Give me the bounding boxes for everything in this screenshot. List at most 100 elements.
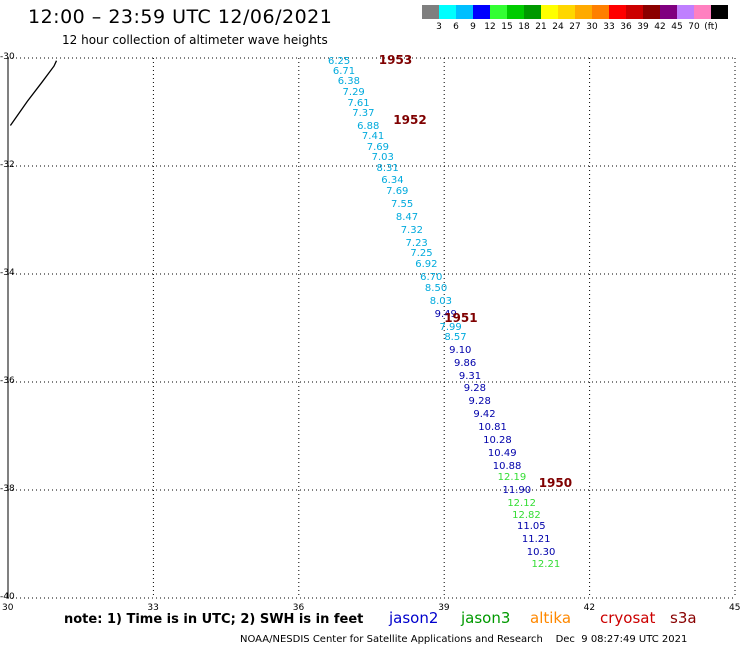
legend-swatch bbox=[507, 5, 524, 19]
legend-label: 30 bbox=[586, 22, 598, 32]
page-title: 12:00 – 23:59 UTC 12/06/2021 bbox=[28, 6, 333, 28]
latitude-label: -38 bbox=[0, 484, 15, 494]
footer-note: note: 1) Time is in UTC; 2) SWH is in fe… bbox=[64, 612, 364, 627]
legend-swatch bbox=[711, 5, 728, 19]
legend-swatch bbox=[439, 5, 456, 19]
legend-label: (ft) bbox=[704, 22, 718, 32]
legend-swatch bbox=[422, 5, 439, 19]
wave-height-label: 9.31 bbox=[458, 370, 482, 382]
legend-swatch bbox=[592, 5, 609, 19]
wave-height-label: 6.71 bbox=[332, 65, 356, 77]
wave-height-label: 12.19 bbox=[497, 472, 527, 484]
longitude-label: 45 bbox=[729, 603, 740, 613]
legend-swatch bbox=[473, 5, 490, 19]
wave-height-label: 12.21 bbox=[531, 558, 561, 570]
wave-height-label: 9.28 bbox=[463, 383, 486, 395]
legend-swatch bbox=[609, 5, 626, 19]
longitude-label: 30 bbox=[2, 603, 14, 613]
wave-height-label: 7.23 bbox=[405, 237, 428, 249]
legend-label: 12 bbox=[484, 22, 496, 32]
legend-label: 21 bbox=[535, 22, 547, 32]
legend-label: 36 bbox=[620, 22, 632, 32]
coastline bbox=[9, 60, 58, 126]
legend-swatch bbox=[626, 5, 643, 19]
wave-height-label: 7.99 bbox=[439, 321, 462, 333]
wave-height-label: 7.25 bbox=[410, 247, 433, 259]
latitude-label: -32 bbox=[0, 160, 15, 170]
wave-height-label: 7.32 bbox=[400, 224, 423, 236]
legend-label: 15 bbox=[501, 22, 513, 32]
wave-height-label: 8.50 bbox=[424, 283, 448, 295]
satellite-name: cryosat bbox=[600, 609, 656, 627]
wave-height-label: 11.05 bbox=[517, 521, 546, 533]
legend-swatch bbox=[490, 5, 507, 19]
wave-height-label: 7.61 bbox=[347, 97, 370, 109]
longitude-label: 42 bbox=[583, 603, 596, 613]
credit-line: NOAA/NESDIS Center for Satellite Applica… bbox=[240, 634, 688, 645]
wave-height-label: 11.90 bbox=[502, 485, 532, 496]
wave-height-label: 9.42 bbox=[473, 409, 496, 421]
legend-swatch bbox=[524, 5, 541, 19]
wave-height-label: 7.41 bbox=[361, 131, 385, 143]
legend-label: 70 bbox=[688, 22, 700, 32]
time-label: 1951 bbox=[444, 311, 478, 326]
satellite-name: jason2 bbox=[389, 609, 439, 627]
time-label: 1950 bbox=[538, 475, 573, 490]
wave-height-label: 6.34 bbox=[381, 175, 404, 187]
longitude-label: 36 bbox=[292, 603, 305, 613]
wave-height-label: 7.29 bbox=[342, 87, 365, 99]
legend-label: 42 bbox=[654, 22, 666, 32]
latitude-label: -34 bbox=[0, 268, 15, 278]
wave-height-label: 7.69 bbox=[366, 142, 390, 154]
wave-height-label: 8.03 bbox=[429, 296, 453, 307]
wave-height-label: 10.28 bbox=[483, 434, 512, 446]
legend-label: 24 bbox=[552, 22, 564, 32]
wave-height-label: 8.57 bbox=[444, 332, 467, 344]
wave-height-label: 7.69 bbox=[386, 186, 409, 198]
legend-swatch bbox=[677, 5, 694, 19]
wave-height-label: 10.49 bbox=[487, 447, 517, 459]
longitude-label: 33 bbox=[147, 603, 159, 613]
wave-height-label: 10.88 bbox=[492, 460, 522, 472]
satellite-name: jason3 bbox=[461, 609, 511, 627]
legend-swatch bbox=[456, 5, 473, 19]
legend-label: 18 bbox=[518, 22, 530, 32]
legend-label: 9 bbox=[470, 22, 476, 32]
wave-height-label: 10.81 bbox=[478, 422, 507, 434]
wave-height-label: 6.38 bbox=[337, 76, 360, 88]
wave-height-label: 9.10 bbox=[449, 345, 472, 357]
wave-height-label: 12.12 bbox=[507, 497, 536, 509]
wave-height-label: 11.21 bbox=[521, 534, 551, 546]
legend-swatch bbox=[643, 5, 660, 19]
wave-height-label: 7.55 bbox=[391, 199, 414, 211]
wave-height-label: 6.25 bbox=[327, 55, 351, 67]
wave-height-label: 10.30 bbox=[526, 547, 556, 559]
legend-swatch bbox=[575, 5, 592, 19]
wave-height-label: 6.88 bbox=[357, 121, 380, 133]
latitude-label: -30 bbox=[0, 52, 15, 62]
longitude-label: 39 bbox=[438, 603, 450, 613]
wave-height-label: 8.47 bbox=[395, 212, 419, 224]
latitude-label: -36 bbox=[0, 376, 15, 386]
time-label: 1952 bbox=[393, 113, 427, 128]
page-subtitle: 12 hour collection of altimeter wave hei… bbox=[62, 33, 328, 47]
legend-label: 39 bbox=[637, 22, 649, 32]
wave-height-label: 9.86 bbox=[454, 358, 477, 370]
wave-height-label: 6.92 bbox=[415, 259, 438, 271]
wave-height-label: 8.31 bbox=[376, 163, 399, 175]
wave-height-label: 9.28 bbox=[468, 396, 491, 408]
legend-label: 45 bbox=[671, 22, 683, 32]
legend-swatch bbox=[660, 5, 677, 19]
legend-swatch bbox=[694, 5, 711, 19]
legend-swatch bbox=[558, 5, 575, 19]
latitude-label: -40 bbox=[0, 592, 15, 602]
wave-height-label: 12.82 bbox=[512, 509, 541, 521]
legend-label: 3 bbox=[436, 22, 442, 32]
legend-label: 6 bbox=[453, 22, 459, 32]
wave-height-label: 6.70 bbox=[420, 272, 443, 284]
legend-swatch bbox=[541, 5, 558, 19]
legend-label: 27 bbox=[569, 22, 581, 32]
satellite-name: altika bbox=[530, 609, 572, 627]
legend-label: 33 bbox=[603, 22, 615, 32]
